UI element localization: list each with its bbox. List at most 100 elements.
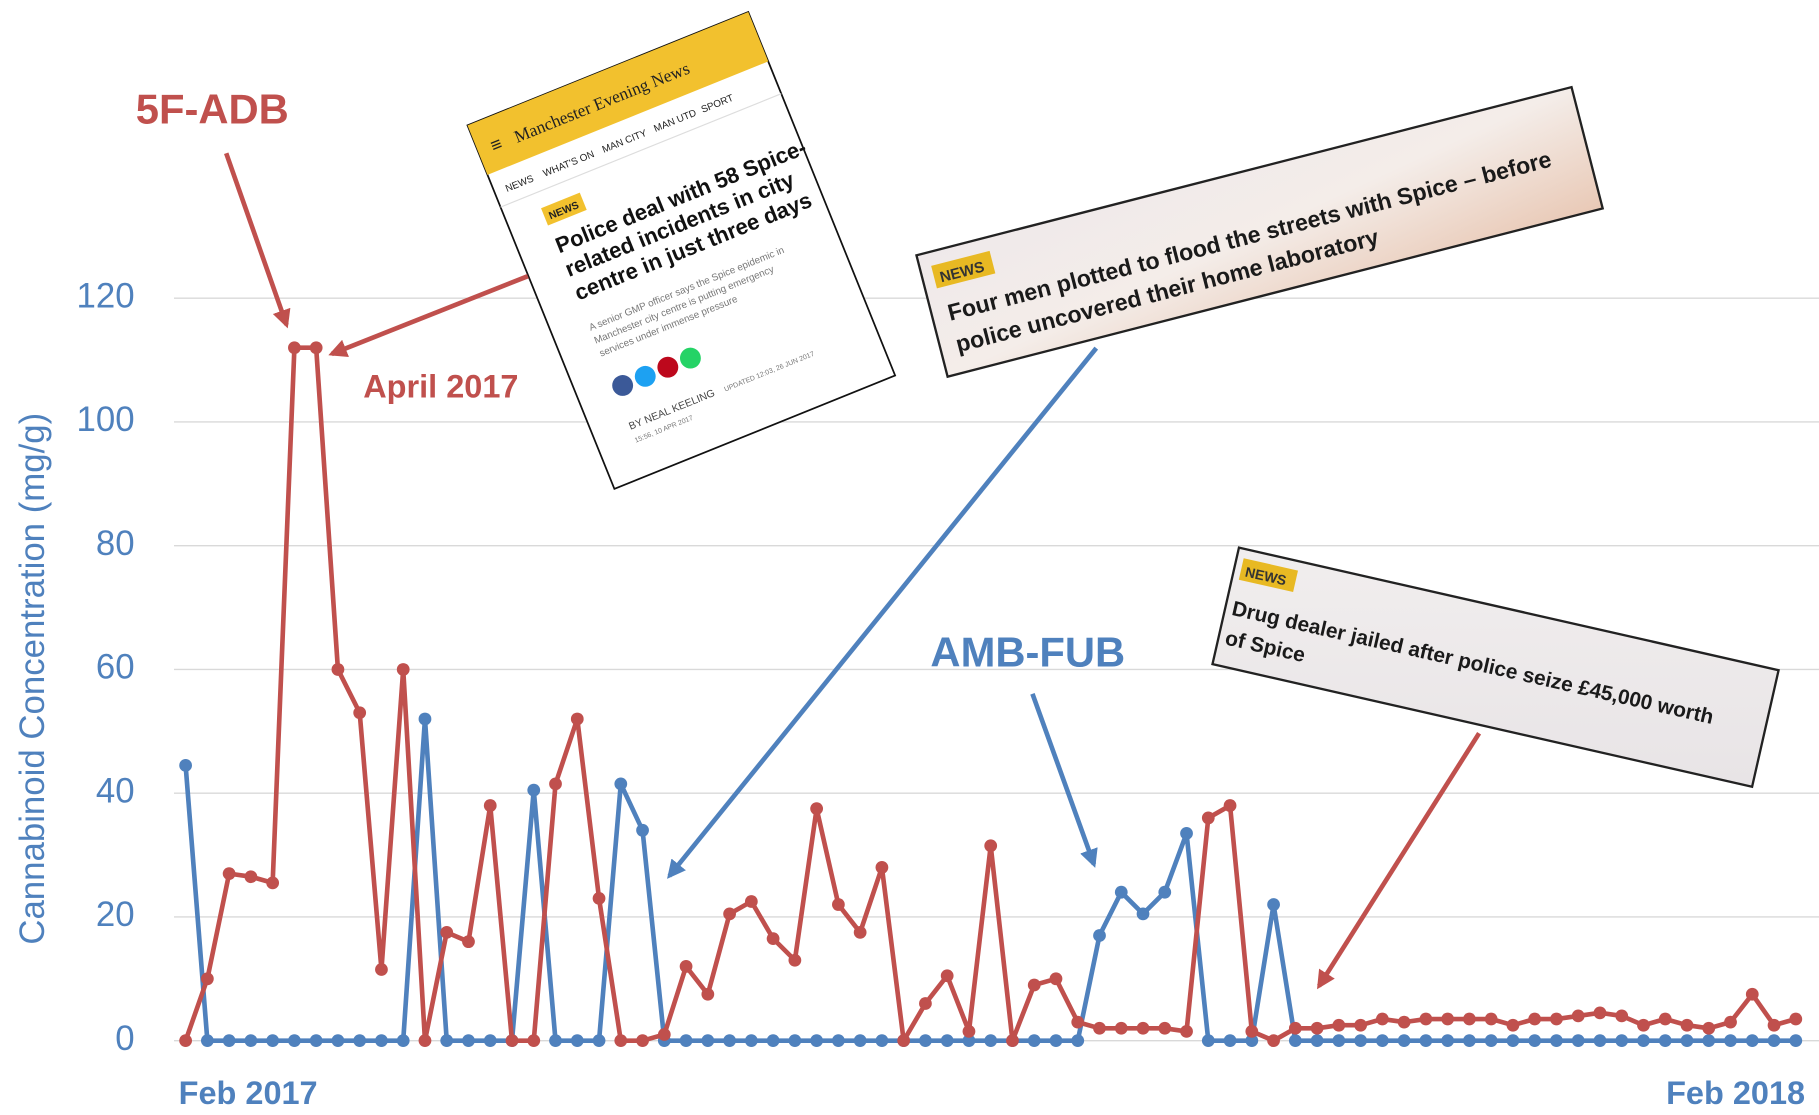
point (832, 1034, 845, 1047)
point (745, 895, 758, 908)
point (1115, 886, 1128, 899)
point (1463, 1034, 1476, 1047)
point (310, 1034, 323, 1047)
point (440, 926, 453, 939)
y-tick-label: 20 (96, 895, 135, 934)
point (1180, 827, 1193, 840)
point (1224, 1034, 1237, 1047)
news-clipping: NEWS Drug dealer jailed after police sei… (1212, 548, 1778, 787)
point (484, 799, 497, 812)
point (1659, 1013, 1672, 1026)
point (1746, 988, 1759, 1001)
point (1702, 1034, 1715, 1047)
point (549, 1034, 562, 1047)
point (1050, 972, 1063, 985)
point (1485, 1013, 1498, 1026)
point (832, 898, 845, 911)
point (919, 997, 932, 1010)
point (179, 759, 192, 772)
point (963, 1025, 976, 1038)
point (1572, 1010, 1585, 1023)
point (571, 713, 584, 726)
point (571, 1034, 584, 1047)
point (1398, 1034, 1411, 1047)
arrow (1032, 694, 1093, 865)
point (353, 706, 366, 719)
point (1158, 886, 1171, 899)
point (767, 1034, 780, 1047)
point (1724, 1034, 1737, 1047)
point (201, 972, 214, 985)
point (854, 926, 867, 939)
point (332, 1034, 345, 1047)
point (1137, 1022, 1150, 1035)
point (897, 1034, 910, 1047)
point (1202, 1034, 1215, 1047)
point (1115, 1022, 1128, 1035)
point (788, 954, 801, 967)
point (680, 1034, 693, 1047)
point (1615, 1034, 1628, 1047)
point (179, 1034, 192, 1047)
point (527, 784, 540, 797)
point (462, 935, 475, 948)
point (1202, 812, 1215, 825)
point (810, 802, 823, 815)
point (1376, 1034, 1389, 1047)
point (1463, 1013, 1476, 1026)
point (1441, 1013, 1454, 1026)
series-label: 5F-ADB (136, 86, 289, 133)
point (1093, 929, 1106, 942)
point (1572, 1034, 1585, 1047)
point (397, 1034, 410, 1047)
point (1376, 1013, 1389, 1026)
point (1354, 1034, 1367, 1047)
point (201, 1034, 214, 1047)
point (1659, 1034, 1672, 1047)
news-clipping: ≡ Manchester Evening News NEWS WHAT'S ON… (468, 11, 898, 489)
point (1093, 1022, 1106, 1035)
point (1550, 1034, 1563, 1047)
point (1354, 1019, 1367, 1032)
point (1071, 1034, 1084, 1047)
point (1594, 1034, 1607, 1047)
point (1028, 1034, 1041, 1047)
point (1528, 1034, 1541, 1047)
point (549, 778, 562, 791)
point (1311, 1034, 1324, 1047)
annotation: April 2017 (363, 368, 518, 404)
point (484, 1034, 497, 1047)
point (1289, 1022, 1302, 1035)
point (527, 1034, 540, 1047)
point (1137, 907, 1150, 920)
point (1332, 1034, 1345, 1047)
x-tick-label: Feb 2017 (179, 1075, 318, 1111)
point (397, 663, 410, 676)
point (1789, 1034, 1802, 1047)
point (1180, 1025, 1193, 1038)
y-tick-label: 120 (77, 276, 135, 315)
point (1267, 898, 1280, 911)
point (941, 969, 954, 982)
point (310, 341, 323, 354)
point (1028, 979, 1041, 992)
point (658, 1028, 671, 1041)
series-line (186, 719, 1796, 1041)
arrow (1319, 733, 1479, 986)
point (984, 1034, 997, 1047)
point (636, 824, 649, 837)
point (266, 877, 279, 890)
point (1615, 1010, 1628, 1023)
point (419, 713, 432, 726)
point (701, 1034, 714, 1047)
point (1420, 1013, 1433, 1026)
point (614, 778, 627, 791)
point (1681, 1034, 1694, 1047)
point (1311, 1022, 1324, 1035)
point (701, 988, 714, 1001)
y-tick-label: 60 (96, 648, 135, 687)
arrow (332, 276, 528, 354)
point (1071, 1016, 1084, 1029)
point (1637, 1019, 1650, 1032)
point (375, 1034, 388, 1047)
